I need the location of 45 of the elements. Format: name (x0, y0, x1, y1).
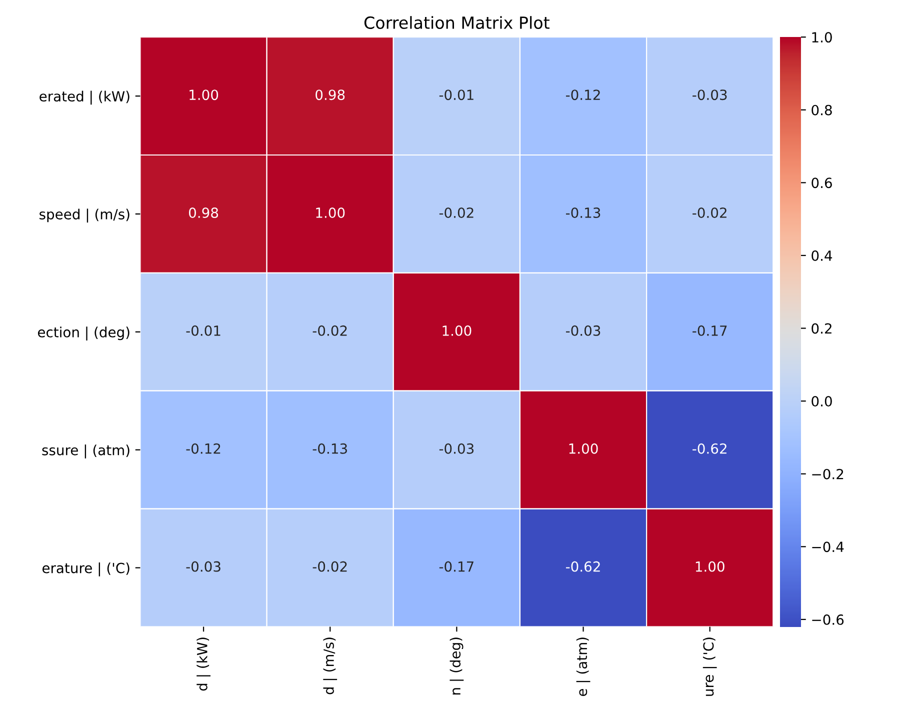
data-label: -0.17 (692, 325, 727, 336)
data-label: 1.00 (696, 561, 724, 572)
color-bar-label: 0.8 (812, 104, 832, 116)
data-label: -0.02 (439, 207, 474, 218)
color-bar-label: −0.4 (812, 542, 844, 552)
y-tick-label: ssure | (atm) (42, 444, 130, 458)
color-bar-label: 0.6 (812, 178, 832, 188)
data-label: 0.98 (188, 207, 218, 218)
data-label: -0.03 (186, 561, 220, 572)
data-label: -0.62 (692, 443, 726, 454)
data-label: -0.13 (566, 207, 600, 218)
color-bar-label: 0.2 (812, 323, 832, 334)
color-bar-label: 0.4 (812, 250, 832, 261)
data-label: 1.00 (442, 325, 472, 336)
color-bar-label: 0.0 (812, 396, 832, 407)
data-label: 1.00 (569, 443, 598, 454)
data-label: 1.00 (316, 207, 345, 218)
data-label: -0.01 (439, 90, 474, 100)
color-bar-label: −0.6 (812, 614, 844, 625)
y-tick-label: erated | (kW) (40, 90, 130, 105)
data-label: 0.98 (316, 90, 345, 100)
data-label: -0.17 (439, 561, 474, 572)
chart-title: Correlation Matrix Plot (364, 16, 550, 29)
x-tick-label: e | (atm) (576, 638, 590, 696)
y-tick-label: speed | (m/s) (40, 208, 130, 223)
y-tick-label: erature | ('C) (42, 562, 130, 576)
x-tick-label: n | (deg) (450, 638, 464, 695)
x-tick-label: ure | ('C) (702, 638, 717, 696)
data-label: -0.02 (692, 207, 726, 218)
data-label: -0.03 (692, 90, 727, 100)
data-label: -0.03 (566, 325, 600, 336)
x-tick-label: d | (kW) (196, 638, 210, 691)
data-label: -0.12 (186, 443, 220, 454)
data-label: -0.13 (312, 443, 347, 454)
data-label: -0.02 (312, 325, 347, 336)
data-label: -0.02 (312, 561, 347, 572)
x-tick-label: d | (m/s) (323, 638, 338, 694)
y-tick-label: ection | (deg) (38, 326, 130, 340)
data-label: -0.01 (186, 325, 220, 336)
data-label: -0.12 (566, 90, 600, 100)
color-bar-label: −0.2 (812, 468, 844, 480)
data-label: 1.00 (190, 90, 218, 100)
data-label: -0.03 (439, 443, 474, 454)
data-label: -0.62 (566, 561, 600, 572)
color-bar-label: 1.0 (812, 32, 832, 43)
